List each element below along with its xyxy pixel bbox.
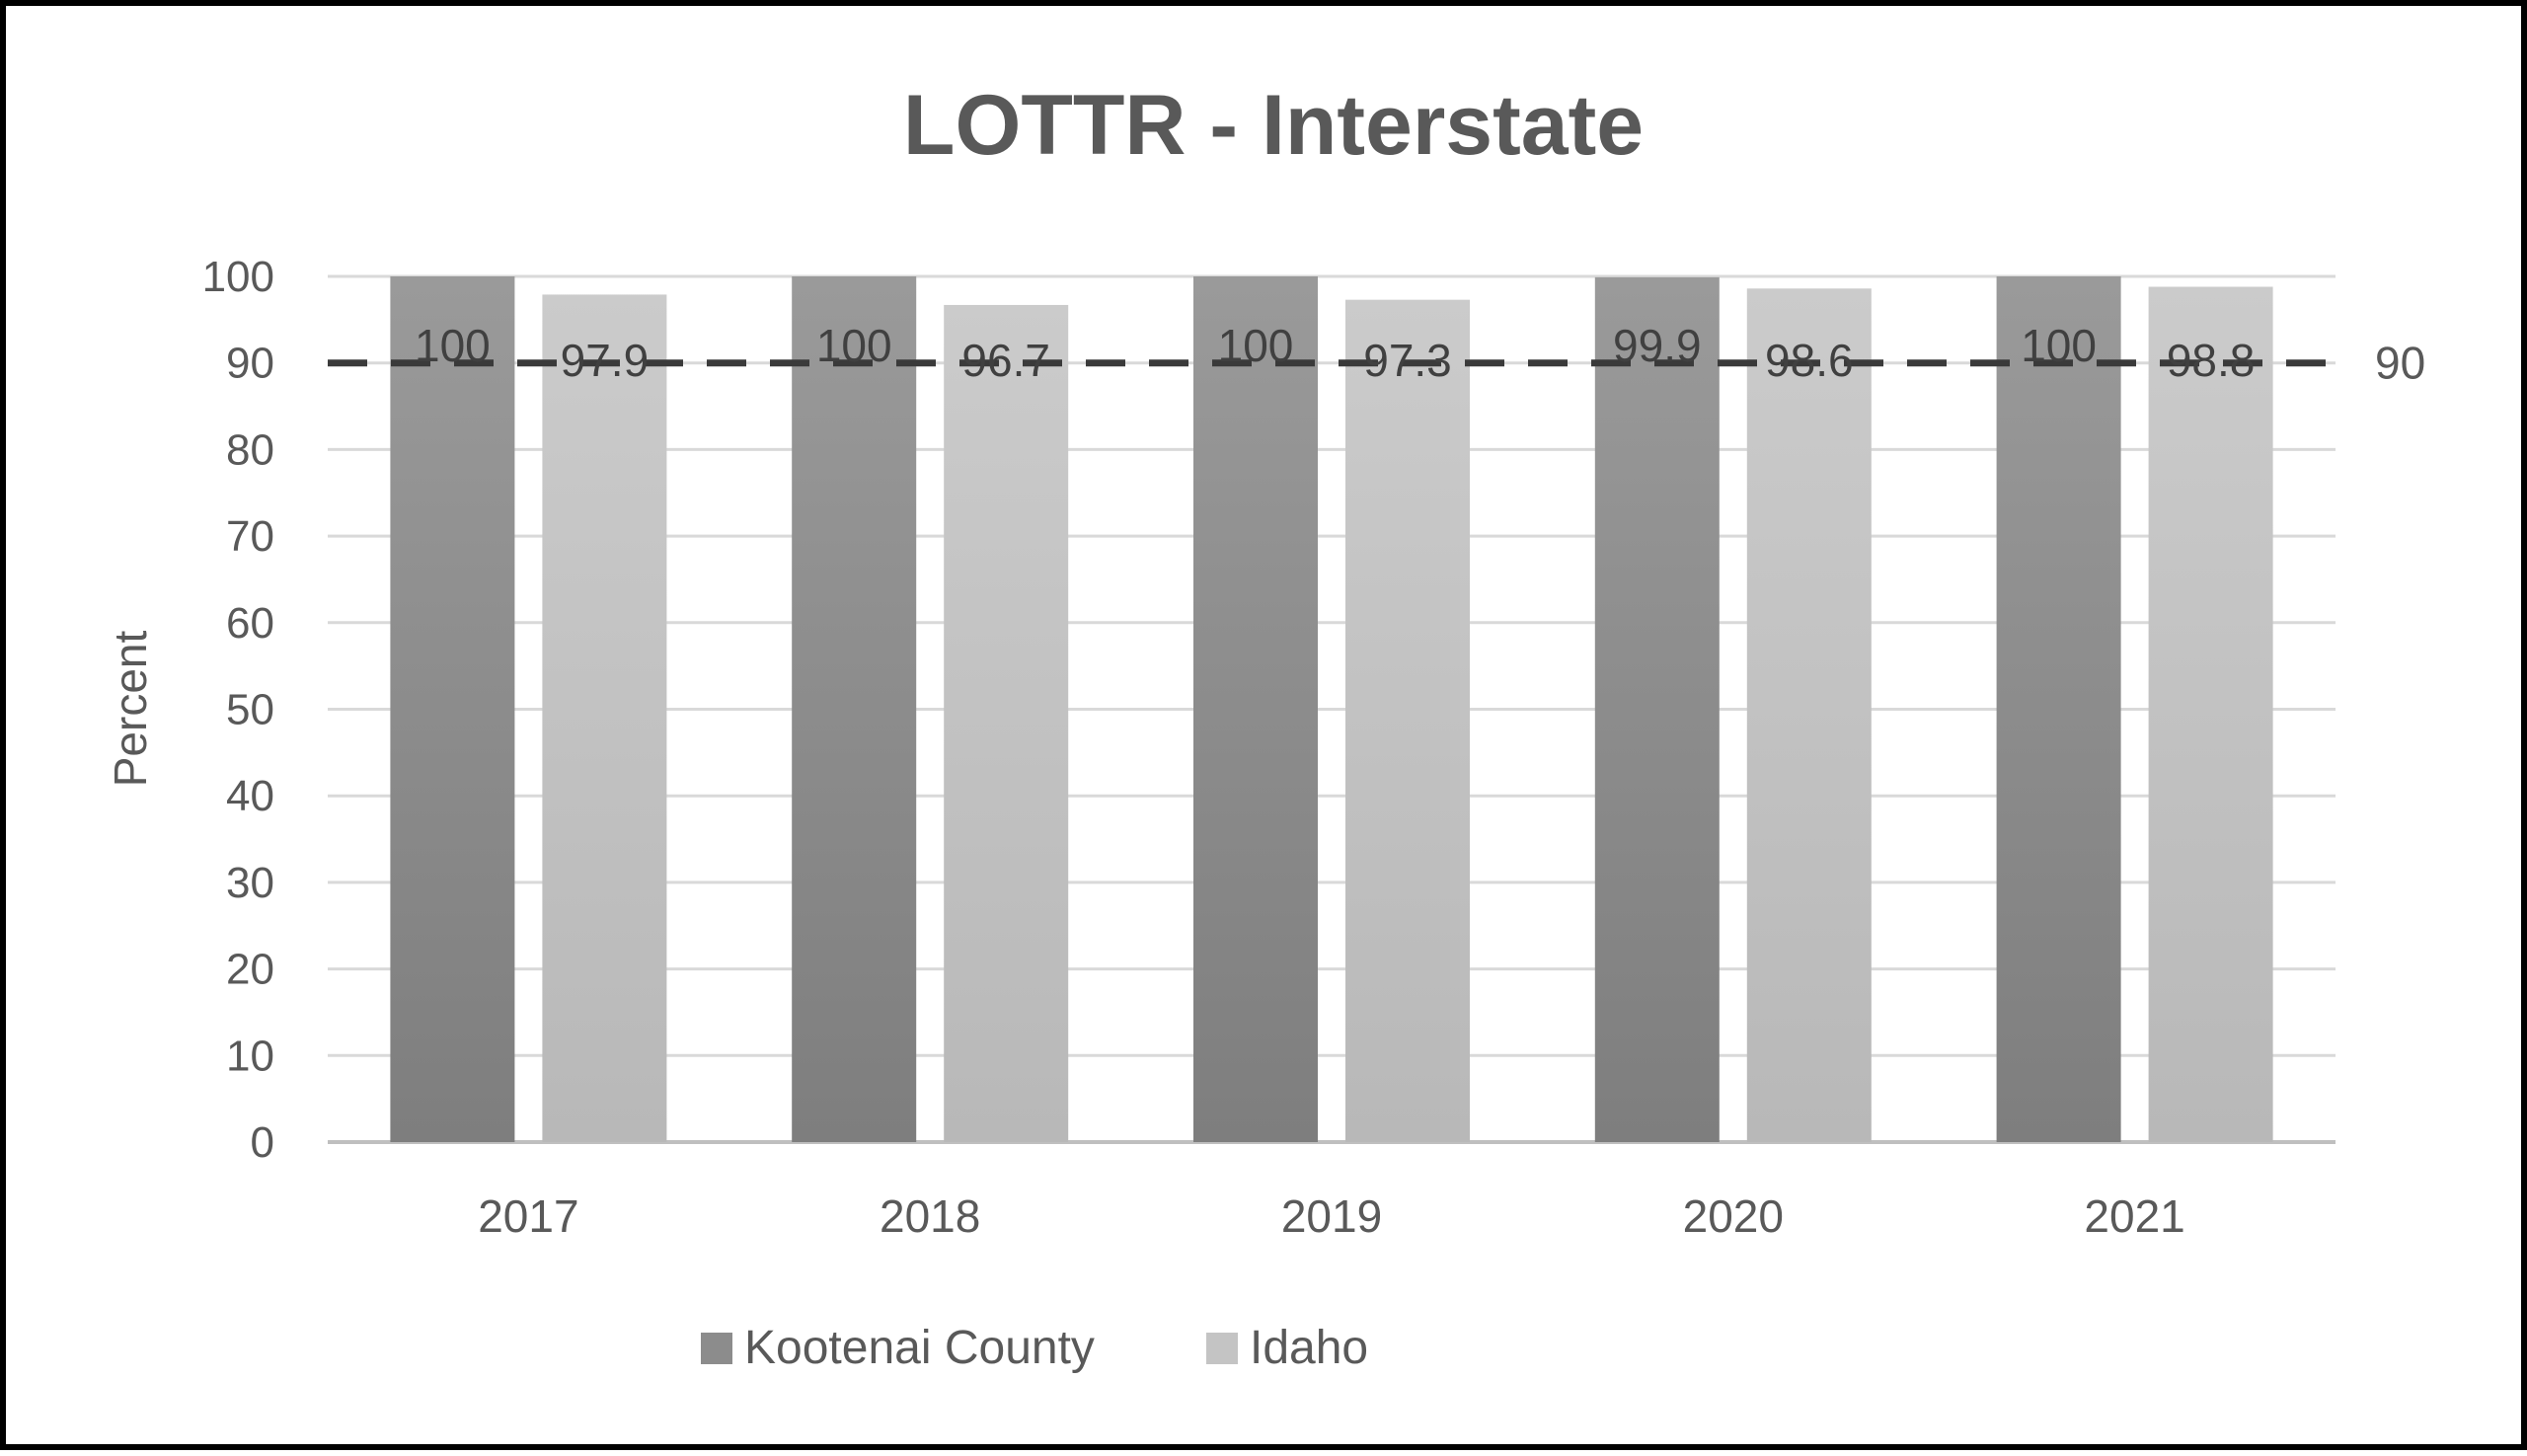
bar-kootenai-county-2017 bbox=[390, 276, 515, 1142]
data-labels-layer: 100 97.9 100 96.7 100 97.3 99.9 98.6 100 98.8 bbox=[415, 320, 2255, 386]
bar-idaho-2020 bbox=[1746, 288, 1872, 1142]
y-axis-title: Percent bbox=[105, 631, 156, 788]
reference-line-label: 90 bbox=[2375, 338, 2425, 389]
data-label-idaho-2017: 97.9 bbox=[561, 335, 650, 386]
data-label-kootenai-county-2017: 100 bbox=[415, 320, 491, 371]
data-label-kootenai-county-2018: 100 bbox=[816, 320, 892, 371]
legend-swatch-kootenai-county bbox=[701, 1333, 732, 1364]
bar-kootenai-county-2021 bbox=[1996, 276, 2121, 1142]
chart-title: LOTTR - Interstate bbox=[903, 78, 1644, 173]
bar-idaho-2021 bbox=[2148, 286, 2273, 1142]
y-tick-label-20: 20 bbox=[226, 946, 274, 994]
legend-label-kootenai-county: Kootenai County bbox=[744, 1322, 1095, 1374]
x-tick-label-2018: 2018 bbox=[880, 1190, 980, 1242]
legend: Kootenai County Idaho bbox=[701, 1322, 1368, 1374]
bar-kootenai-county-2018 bbox=[792, 276, 917, 1142]
x-tick-label-2020: 2020 bbox=[1683, 1190, 1784, 1242]
reference-line-layer: 90 bbox=[328, 338, 2425, 389]
x-tick-label-2017: 2017 bbox=[478, 1190, 578, 1242]
bar-idaho-2019 bbox=[1345, 299, 1470, 1143]
chart-svg: 90 100 97.9 100 96.7 100 97.3 99.9 98.6 100 98.8 … bbox=[105, 78, 2425, 1374]
data-label-kootenai-county-2020: 99.9 bbox=[1613, 320, 1702, 371]
data-label-idaho-2018: 96.7 bbox=[961, 335, 1050, 386]
y-tick-label-10: 10 bbox=[226, 1032, 274, 1080]
data-label-kootenai-county-2019: 100 bbox=[1218, 320, 1294, 371]
y-tick-label-90: 90 bbox=[226, 340, 274, 388]
y-tick-label-40: 40 bbox=[226, 772, 274, 820]
bar-kootenai-county-2020 bbox=[1594, 276, 1720, 1142]
legend-label-idaho: Idaho bbox=[1250, 1322, 1368, 1374]
legend-swatch-idaho bbox=[1206, 1333, 1238, 1364]
data-label-idaho-2019: 97.3 bbox=[1363, 335, 1452, 386]
data-label-idaho-2020: 98.6 bbox=[1765, 335, 1854, 386]
y-tick-label-0: 0 bbox=[251, 1118, 274, 1167]
axes-layer: 0 10 20 30 40 50 60 70 80 90 100 2017 2018 2019 2020 20… bbox=[202, 253, 2185, 1242]
y-tick-label-70: 70 bbox=[226, 512, 274, 561]
y-tick-label-30: 30 bbox=[226, 859, 274, 907]
bars-layer bbox=[390, 276, 2273, 1143]
x-tick-label-2021: 2021 bbox=[2084, 1190, 2184, 1242]
bar-kootenai-county-2019 bbox=[1193, 276, 1318, 1142]
bar-idaho-2017 bbox=[542, 294, 667, 1142]
y-tick-label-80: 80 bbox=[226, 425, 274, 474]
y-tick-label-100: 100 bbox=[202, 253, 274, 301]
y-tick-label-50: 50 bbox=[226, 686, 274, 734]
x-tick-label-2019: 2019 bbox=[1281, 1190, 1382, 1242]
data-label-kootenai-county-2021: 100 bbox=[2021, 320, 2097, 371]
y-tick-label-60: 60 bbox=[226, 599, 274, 648]
data-label-idaho-2021: 98.8 bbox=[2167, 335, 2256, 386]
bar-idaho-2018 bbox=[944, 304, 1069, 1142]
